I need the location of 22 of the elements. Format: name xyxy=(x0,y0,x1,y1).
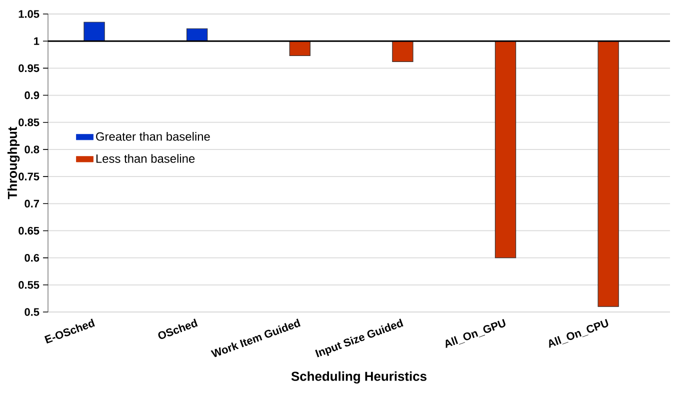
y-tick-label: 1 xyxy=(34,37,40,45)
y-tick-label: 1.05 xyxy=(18,10,40,18)
bar xyxy=(186,28,208,42)
y-tick-label: 0.55 xyxy=(18,281,40,289)
y-tick-label: 0.8 xyxy=(24,146,40,154)
bar xyxy=(392,40,414,62)
y-tick-label: 0.7 xyxy=(24,200,40,208)
legend-label: Greater than baseline xyxy=(96,132,210,141)
bar xyxy=(289,40,310,56)
y-tick-label: 0.9 xyxy=(24,91,40,100)
x-axis-title: Scheduling Heuristics xyxy=(291,371,426,384)
y-tick-label: 0.65 xyxy=(18,226,40,235)
y-tick-label: 0.75 xyxy=(18,172,40,180)
bar xyxy=(494,40,516,258)
y-tick-label: 0.5 xyxy=(24,308,40,316)
y-tick-label: 0.85 xyxy=(18,118,40,126)
y-axis-title: Throughput xyxy=(7,126,20,200)
bar xyxy=(598,40,619,307)
legend-label: Less than baseline xyxy=(96,154,195,163)
bar xyxy=(84,22,105,42)
y-tick-label: 0.95 xyxy=(18,64,40,72)
y-tick-label: 0.6 xyxy=(24,254,40,262)
